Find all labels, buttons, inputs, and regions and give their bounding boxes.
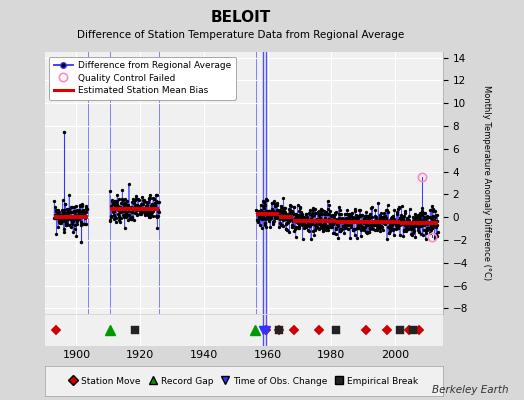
Text: 1940: 1940 <box>190 350 218 360</box>
Text: 1980: 1980 <box>317 350 345 360</box>
Text: Difference of Station Temperature Data from Regional Average: Difference of Station Temperature Data f… <box>78 30 405 40</box>
Text: 1920: 1920 <box>126 350 154 360</box>
Legend: Difference from Regional Average, Quality Control Failed, Estimated Station Mean: Difference from Regional Average, Qualit… <box>49 56 236 100</box>
Text: BELOIT: BELOIT <box>211 10 271 25</box>
Text: 2000: 2000 <box>381 350 409 360</box>
Y-axis label: Monthly Temperature Anomaly Difference (°C): Monthly Temperature Anomaly Difference (… <box>482 86 491 280</box>
Text: 1900: 1900 <box>62 350 91 360</box>
Text: Berkeley Earth: Berkeley Earth <box>432 385 508 395</box>
Text: 1960: 1960 <box>254 350 281 360</box>
Legend: Station Move, Record Gap, Time of Obs. Change, Empirical Break: Station Move, Record Gap, Time of Obs. C… <box>66 374 421 388</box>
